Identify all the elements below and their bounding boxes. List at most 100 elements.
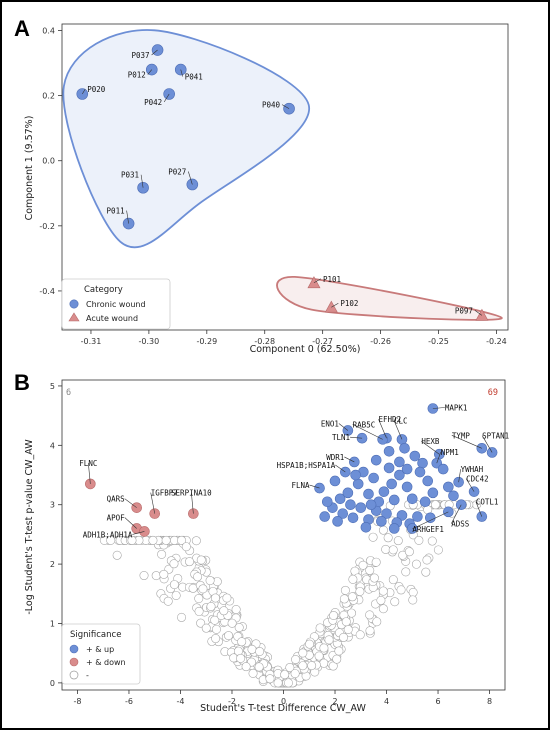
ns-point <box>408 595 418 605</box>
panel-b-x-tick-label: -2 <box>228 697 236 706</box>
ns-point <box>106 535 116 545</box>
panel-a-y-tick-label: -0.4 <box>39 287 55 296</box>
protein-label: NPM1 <box>441 448 459 457</box>
ns-point <box>332 654 342 664</box>
ns-point <box>427 536 437 546</box>
panel-b-count-left: 6 <box>66 388 71 398</box>
label-leader <box>378 419 387 439</box>
label-leader <box>352 424 383 440</box>
up-point <box>350 469 361 481</box>
ns-point <box>393 536 403 546</box>
protein-label: RAB5C <box>353 420 376 429</box>
ns-point <box>298 661 308 671</box>
panel-a-y-tick-label: 0.0 <box>42 157 55 166</box>
up-point <box>360 521 372 533</box>
up-point <box>376 516 387 527</box>
ns-point <box>291 655 301 665</box>
sample-label: P042 <box>144 98 162 107</box>
up-point <box>437 463 449 475</box>
sample-label: P041 <box>185 73 203 82</box>
ns-point <box>307 661 317 671</box>
up-point <box>443 481 454 493</box>
ns-point <box>219 606 229 616</box>
up-point <box>422 475 434 487</box>
ns-point <box>210 615 220 625</box>
up-point <box>368 472 379 484</box>
up-point <box>394 469 405 481</box>
panel-b-count-right: 69 <box>488 388 498 398</box>
ns-point <box>396 585 406 595</box>
protein-label: FLNA <box>291 481 310 490</box>
ns-point <box>247 644 257 654</box>
ns-point <box>319 658 329 668</box>
label-leader <box>475 501 483 517</box>
ns-point <box>206 601 216 611</box>
panel-a-y-tick-label: -0.2 <box>39 222 55 231</box>
ns-point <box>358 560 368 570</box>
ns-point <box>355 586 365 596</box>
ns-point <box>388 545 398 555</box>
protein-label: FLNC <box>79 459 97 468</box>
up-point <box>355 502 367 513</box>
ns-point <box>177 612 187 622</box>
ns-point <box>430 500 440 510</box>
ns-point <box>376 595 386 605</box>
up-point <box>394 456 405 468</box>
panel-b-ylabel: -Log Student's T-test p-value CW_AW <box>24 439 35 615</box>
panel-b-x-tick-label: -8 <box>73 697 81 706</box>
legend-box <box>61 623 141 685</box>
sample-label: P101 <box>323 275 341 284</box>
up-point <box>425 512 436 524</box>
ns-point <box>372 617 382 627</box>
protein-label: ENO1 <box>321 419 339 428</box>
up-point <box>319 511 331 522</box>
ns-point <box>381 544 391 554</box>
ns-point <box>205 576 215 586</box>
protein-label: ARHGEF1 <box>412 525 444 534</box>
up-point <box>386 478 397 490</box>
panel-b-x-tick-label: 0 <box>281 697 286 706</box>
protein-label: SPTAN1 <box>482 431 509 440</box>
up-point <box>401 463 413 475</box>
ns-point <box>161 535 171 545</box>
ns-point <box>414 535 424 545</box>
sample-label: P102 <box>340 299 358 308</box>
label-leader <box>88 462 91 484</box>
up-point <box>342 487 354 499</box>
ns-point <box>334 646 344 656</box>
ns-point <box>285 662 295 672</box>
label-leader <box>344 456 355 463</box>
up-point <box>396 510 408 521</box>
up-point <box>381 508 392 519</box>
ns-point <box>365 565 375 575</box>
label-leader <box>432 407 445 409</box>
legend-ns-label: - <box>86 671 89 680</box>
ns-point <box>378 525 388 535</box>
ns-point <box>248 668 258 678</box>
legend-chronic-label: Chronic wound <box>86 300 146 309</box>
ns-point <box>404 547 414 557</box>
panel-b-x-tick-label: 2 <box>332 697 337 706</box>
ns-point <box>305 639 315 649</box>
up-point <box>329 475 341 487</box>
up-point <box>347 512 359 524</box>
ns-point <box>433 545 443 555</box>
ns-point <box>193 572 203 582</box>
ns-point <box>265 674 275 684</box>
ns-point <box>227 618 237 628</box>
ns-point <box>237 637 247 647</box>
label-leader <box>132 531 145 535</box>
label-leader <box>126 210 129 224</box>
ns-point <box>169 580 179 590</box>
ns-point <box>224 631 234 641</box>
up-point <box>417 457 428 469</box>
panel-b-y-tick-label: 5 <box>50 382 55 391</box>
ns-point <box>401 567 411 577</box>
ns-point <box>315 623 325 633</box>
up-point <box>406 493 418 505</box>
panel-b-y-tick-label: 4 <box>50 441 55 450</box>
ns-point <box>348 574 358 584</box>
legend-title: Category <box>84 285 123 295</box>
